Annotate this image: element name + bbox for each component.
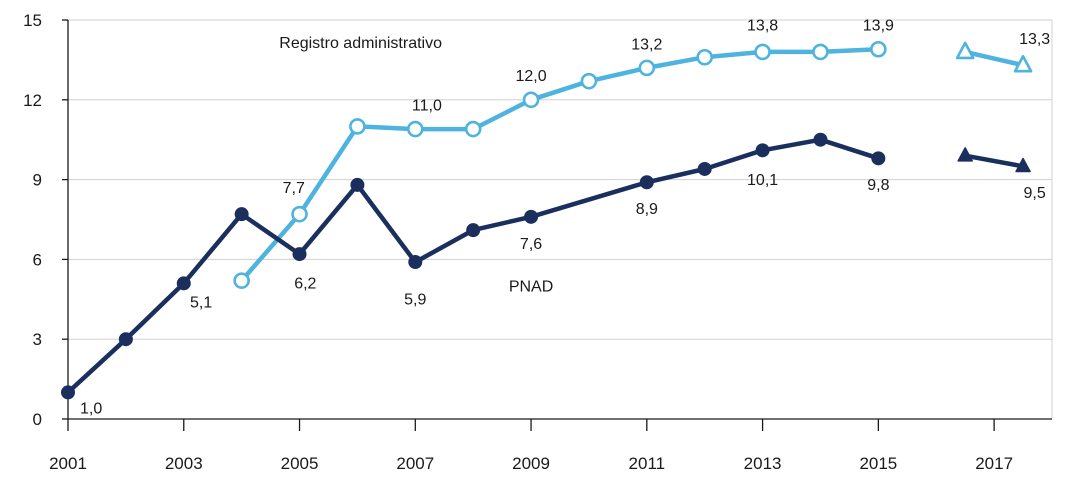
series-name-label: PNAD — [509, 278, 553, 295]
y-tick-label: 9 — [33, 171, 42, 190]
x-tick-label: 2017 — [975, 454, 1013, 473]
data-labels: Registro administrativo PNAD 1,0 5,1 7,7 6,2 1… — [80, 18, 1050, 418]
data-value-label: 13,3 — [1019, 31, 1050, 48]
data-value-label: 13,2 — [631, 36, 662, 53]
x-tick-label: 2011 — [629, 454, 666, 473]
data-value-label: 13,8 — [747, 18, 778, 35]
x-tick-label: 2003 — [165, 454, 203, 473]
pnad-point-marker — [639, 175, 654, 190]
data-value-label: 9,5 — [1024, 185, 1046, 202]
registro-point-marker — [522, 91, 540, 109]
pnad-triangle-marker — [957, 147, 973, 162]
registro-series-line — [239, 47, 881, 283]
x-tick-label: 2001 — [49, 454, 87, 473]
registro-point-marker — [464, 120, 482, 138]
data-value-label: 9,8 — [867, 177, 889, 194]
data-value-label: 13,9 — [863, 18, 894, 35]
data-value-label: 11,0 — [412, 97, 442, 114]
registro-point-marker — [870, 40, 887, 58]
registro-series-line — [962, 49, 1026, 68]
data-value-label: 8,9 — [636, 201, 658, 218]
axes: 0 3 6 9 12 15 2001 2003 2005 2007 2009 2011 2013 2015… — [23, 11, 1052, 473]
pnad-point-marker — [524, 209, 539, 224]
pnad-triangle-marker — [1015, 157, 1031, 173]
pnad-point-marker — [408, 255, 423, 270]
registro-point-marker — [812, 43, 829, 61]
pnad-point-marker — [755, 143, 770, 158]
pnad-point-marker — [466, 223, 481, 238]
registro-point-marker — [291, 205, 308, 223]
data-value-label: 7,7 — [283, 180, 305, 197]
pnad-point-marker — [350, 177, 365, 192]
pnad-point-marker — [234, 207, 249, 222]
pnad-point-marker — [292, 247, 307, 262]
pnad-point-marker — [61, 385, 75, 400]
pnad-point-marker — [871, 151, 886, 166]
pnad-series-line — [962, 153, 1026, 169]
x-tick-label: 2007 — [396, 454, 434, 473]
grid-lines — [68, 19, 1053, 419]
y-tick-label: 3 — [33, 330, 42, 349]
pnad-point-marker — [813, 132, 828, 147]
y-tick-label: 15 — [23, 11, 42, 30]
data-value-label: 7,6 — [520, 236, 542, 253]
data-value-label: 5,1 — [190, 294, 212, 311]
pnad-point-marker — [176, 276, 191, 291]
registro-point-marker — [233, 272, 250, 289]
registro-point-marker — [406, 120, 424, 138]
series-name-label: Registro administrativo — [279, 35, 442, 52]
y-tick-label: 0 — [33, 410, 42, 429]
registro-point-marker — [696, 48, 714, 66]
pnad-series-line — [65, 137, 881, 395]
data-value-label: 6,2 — [294, 276, 316, 293]
registro-triangle-marker — [955, 41, 975, 60]
data-value-label: 1,0 — [80, 401, 102, 418]
registro-point-marker — [638, 59, 656, 77]
registro-triangle-marker — [1013, 54, 1033, 73]
data-value-label: 10,1 — [747, 172, 778, 189]
series-lines — [61, 40, 1033, 400]
pnad-point-marker — [697, 161, 712, 176]
x-tick-label: 2009 — [512, 454, 550, 473]
registro-point-marker — [754, 43, 771, 61]
data-value-label: 12,0 — [515, 68, 546, 85]
x-tick-label: 2005 — [281, 454, 319, 473]
registro-point-marker — [580, 72, 598, 90]
x-tick-label: 2013 — [744, 454, 782, 473]
y-tick-label: 6 — [33, 250, 42, 269]
data-value-label: 5,9 — [404, 292, 426, 309]
pnad-point-marker — [118, 332, 133, 347]
y-tick-label: 12 — [23, 91, 42, 110]
registro-point-marker — [349, 118, 366, 135]
x-tick-label: 2015 — [859, 454, 897, 473]
